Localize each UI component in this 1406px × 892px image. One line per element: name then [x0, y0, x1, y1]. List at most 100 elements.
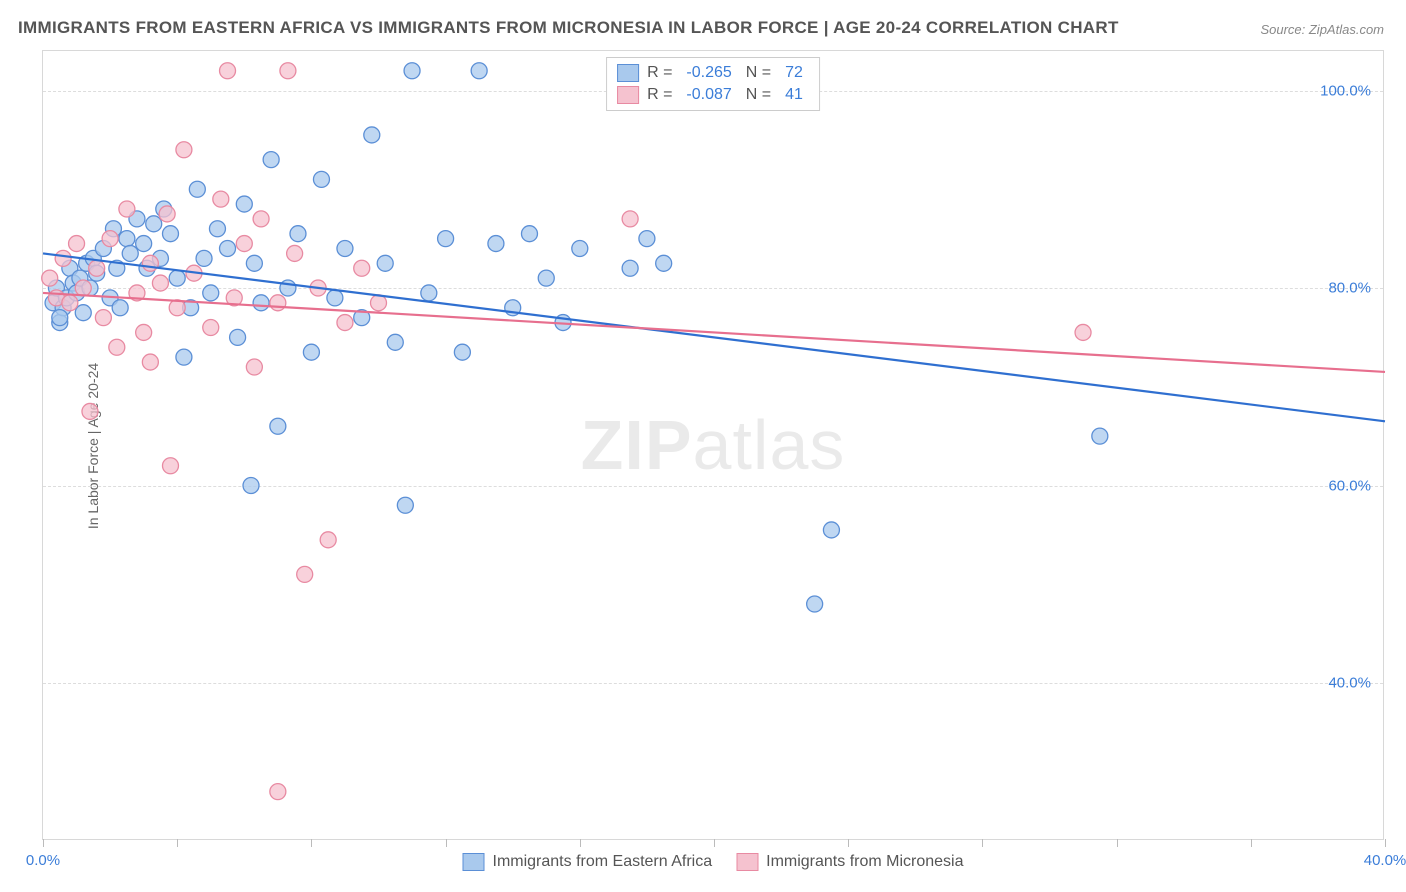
x-tick: [177, 839, 178, 847]
data-point-micronesia: [95, 310, 111, 326]
x-tick: [982, 839, 983, 847]
data-point-micronesia: [213, 191, 229, 207]
n-value: 72: [785, 64, 803, 82]
r-value: -0.265: [686, 64, 731, 82]
x-tick: [848, 839, 849, 847]
data-point-eastern_africa: [377, 255, 393, 271]
data-point-eastern_africa: [122, 245, 138, 261]
data-point-eastern_africa: [807, 596, 823, 612]
data-point-micronesia: [62, 295, 78, 311]
data-point-eastern_africa: [471, 63, 487, 79]
data-point-eastern_africa: [622, 260, 638, 276]
source-attribution: Source: ZipAtlas.com: [1260, 22, 1384, 37]
data-point-micronesia: [152, 275, 168, 291]
data-point-micronesia: [82, 403, 98, 419]
data-point-eastern_africa: [313, 171, 329, 187]
legend-row-series-2: R = -0.087 N = 41: [617, 84, 809, 106]
legend-swatch-2: [617, 86, 639, 104]
data-point-eastern_africa: [243, 478, 259, 494]
data-point-eastern_africa: [656, 255, 672, 271]
data-point-micronesia: [236, 236, 252, 252]
data-point-eastern_africa: [387, 334, 403, 350]
r-value: -0.087: [686, 86, 731, 104]
data-point-micronesia: [203, 320, 219, 336]
r-label: R =: [647, 64, 672, 82]
data-point-micronesia: [320, 532, 336, 548]
plot-area: ZIPatlas 40.0%60.0%80.0%100.0% 0.0%40.0%…: [42, 50, 1384, 840]
data-point-eastern_africa: [421, 285, 437, 301]
data-point-eastern_africa: [162, 226, 178, 242]
data-point-eastern_africa: [438, 231, 454, 247]
data-point-eastern_africa: [75, 305, 91, 321]
legend-swatch-eastern-africa: [463, 853, 485, 871]
data-point-micronesia: [176, 142, 192, 158]
data-point-micronesia: [142, 354, 158, 370]
legend-swatch-1: [617, 64, 639, 82]
chart-container: IMMIGRANTS FROM EASTERN AFRICA VS IMMIGR…: [0, 0, 1406, 892]
n-value: 41: [785, 86, 803, 104]
legend-item-eastern-africa: Immigrants from Eastern Africa: [463, 853, 713, 871]
data-point-micronesia: [622, 211, 638, 227]
data-point-eastern_africa: [303, 344, 319, 360]
data-point-eastern_africa: [236, 196, 252, 212]
data-point-eastern_africa: [263, 152, 279, 168]
data-point-eastern_africa: [136, 236, 152, 252]
data-point-eastern_africa: [454, 344, 470, 360]
data-point-eastern_africa: [230, 329, 246, 345]
data-point-micronesia: [89, 260, 105, 276]
x-tick: [714, 839, 715, 847]
data-point-micronesia: [354, 260, 370, 276]
x-tick: [43, 839, 44, 847]
data-point-eastern_africa: [337, 241, 353, 257]
data-point-micronesia: [109, 339, 125, 355]
data-point-micronesia: [119, 201, 135, 217]
data-point-eastern_africa: [404, 63, 420, 79]
data-point-eastern_africa: [209, 221, 225, 237]
chart-title: IMMIGRANTS FROM EASTERN AFRICA VS IMMIGR…: [18, 18, 1119, 38]
data-point-eastern_africa: [538, 270, 554, 286]
data-point-eastern_africa: [327, 290, 343, 306]
legend-correlation-box: R = -0.265 N = 72 R = -0.087 N = 41: [606, 57, 820, 111]
data-point-micronesia: [253, 211, 269, 227]
data-point-eastern_africa: [119, 231, 135, 247]
data-point-eastern_africa: [364, 127, 380, 143]
data-point-micronesia: [55, 250, 71, 266]
scatter-plot: [43, 51, 1383, 839]
x-tick: [311, 839, 312, 847]
data-point-eastern_africa: [112, 300, 128, 316]
data-point-eastern_africa: [397, 497, 413, 513]
data-point-micronesia: [142, 255, 158, 271]
data-point-eastern_africa: [270, 418, 286, 434]
x-tick-label: 0.0%: [26, 852, 60, 869]
data-point-micronesia: [102, 231, 118, 247]
data-point-eastern_africa: [253, 295, 269, 311]
data-point-eastern_africa: [176, 349, 192, 365]
data-point-micronesia: [297, 566, 313, 582]
data-point-micronesia: [42, 270, 58, 286]
data-point-micronesia: [337, 315, 353, 331]
legend-label: Immigrants from Eastern Africa: [493, 853, 713, 871]
legend-row-series-1: R = -0.265 N = 72: [617, 62, 809, 84]
data-point-micronesia: [136, 324, 152, 340]
data-point-eastern_africa: [521, 226, 537, 242]
data-point-eastern_africa: [572, 241, 588, 257]
x-tick-label: 40.0%: [1364, 852, 1406, 869]
data-point-micronesia: [1075, 324, 1091, 340]
data-point-eastern_africa: [639, 231, 655, 247]
data-point-eastern_africa: [169, 270, 185, 286]
legend-item-micronesia: Immigrants from Micronesia: [736, 853, 963, 871]
data-point-eastern_africa: [196, 250, 212, 266]
x-tick: [446, 839, 447, 847]
data-point-micronesia: [270, 295, 286, 311]
x-tick: [580, 839, 581, 847]
data-point-eastern_africa: [189, 181, 205, 197]
x-tick: [1117, 839, 1118, 847]
n-label: N =: [746, 86, 771, 104]
legend-label: Immigrants from Micronesia: [766, 853, 963, 871]
data-point-eastern_africa: [220, 241, 236, 257]
data-point-micronesia: [287, 245, 303, 261]
x-tick: [1251, 839, 1252, 847]
data-point-eastern_africa: [488, 236, 504, 252]
data-point-eastern_africa: [823, 522, 839, 538]
x-tick: [1385, 839, 1386, 847]
